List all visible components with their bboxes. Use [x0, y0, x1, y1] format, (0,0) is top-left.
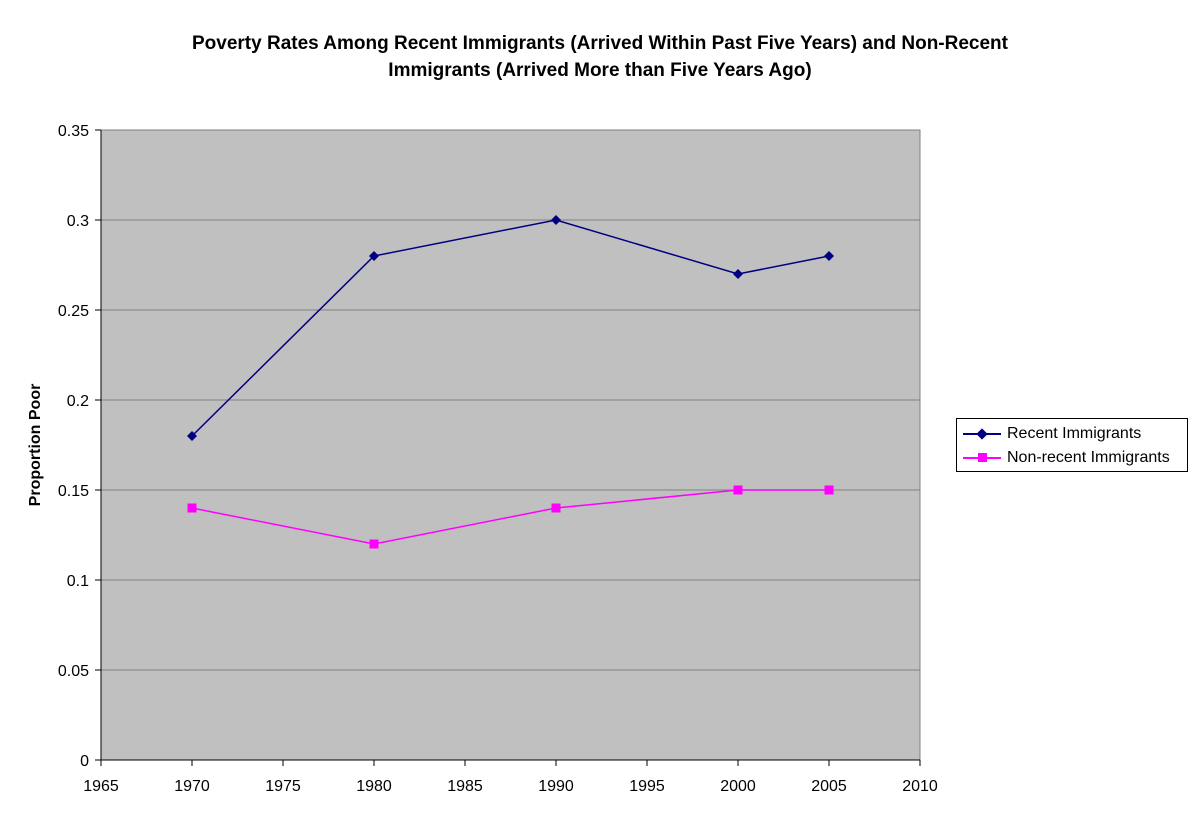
data-point-recent: [824, 251, 834, 261]
legend-item-non-recent: Non-recent Immigrants: [957, 446, 1187, 470]
square-marker-icon: [978, 453, 987, 462]
data-point-non-recent: [369, 539, 379, 549]
x-tick-label: 2005: [811, 778, 847, 795]
legend-label-non-recent: Non-recent Immigrants: [1007, 449, 1170, 466]
x-tick-label: 1970: [174, 778, 210, 795]
legend-line-non-recent: [963, 453, 1001, 462]
y-tick-label: 0.15: [58, 483, 89, 500]
x-tick-labels: 1965 1970 1975 1980 1985 1990 1995 2000 2005 2010: [83, 778, 938, 795]
x-tick-label: 1985: [447, 778, 483, 795]
legend-line-recent: [963, 428, 1001, 440]
legend-label-recent: Recent Immigrants: [1007, 425, 1142, 442]
data-point-recent: [369, 251, 379, 261]
x-tick-label: 2000: [720, 778, 756, 795]
x-tick-label: 1995: [629, 778, 665, 795]
data-point-non-recent: [824, 485, 834, 495]
data-point-recent: [551, 215, 561, 225]
data-point-non-recent: [733, 485, 743, 495]
series-layer: [187, 215, 834, 549]
x-tick-label: 2010: [902, 778, 938, 795]
y-tick-label: 0: [80, 753, 89, 770]
y-tick-label: 0.35: [58, 123, 89, 140]
chart-title-line-1: Poverty Rates Among Recent Immigrants (A…: [192, 33, 1008, 54]
x-tick-label: 1990: [538, 778, 574, 795]
y-tick-label: 0.2: [67, 393, 89, 410]
axes: [95, 129, 921, 766]
y-tick-labels: 0 0.05 0.1 0.15 0.2 0.25 0.3 0.35: [58, 123, 89, 770]
diamond-marker-icon: [976, 428, 988, 440]
chart-title-line-2: Immigrants (Arrived More than Five Years…: [388, 60, 812, 81]
legend: Recent Immigrants Non-recent Immigrants: [956, 418, 1188, 472]
x-tick-label: 1980: [356, 778, 392, 795]
y-tick-label: 0.25: [58, 303, 89, 320]
data-point-non-recent: [551, 503, 561, 513]
data-point-recent: [187, 431, 197, 441]
legend-item-recent: Recent Immigrants: [957, 422, 1187, 446]
data-point-non-recent: [187, 503, 197, 513]
y-tick-label: 0.05: [58, 663, 89, 680]
y-tick-label: 0.3: [67, 213, 89, 230]
y-axis-title: Proportion Poor: [27, 384, 44, 507]
y-tick-label: 0.1: [67, 573, 89, 590]
x-tick-label: 1975: [265, 778, 301, 795]
data-point-recent: [733, 269, 743, 279]
chart-title: Poverty Rates Among Recent Immigrants (A…: [100, 30, 1100, 84]
plot-area: [100, 129, 921, 761]
x-tick-label: 1965: [83, 778, 119, 795]
